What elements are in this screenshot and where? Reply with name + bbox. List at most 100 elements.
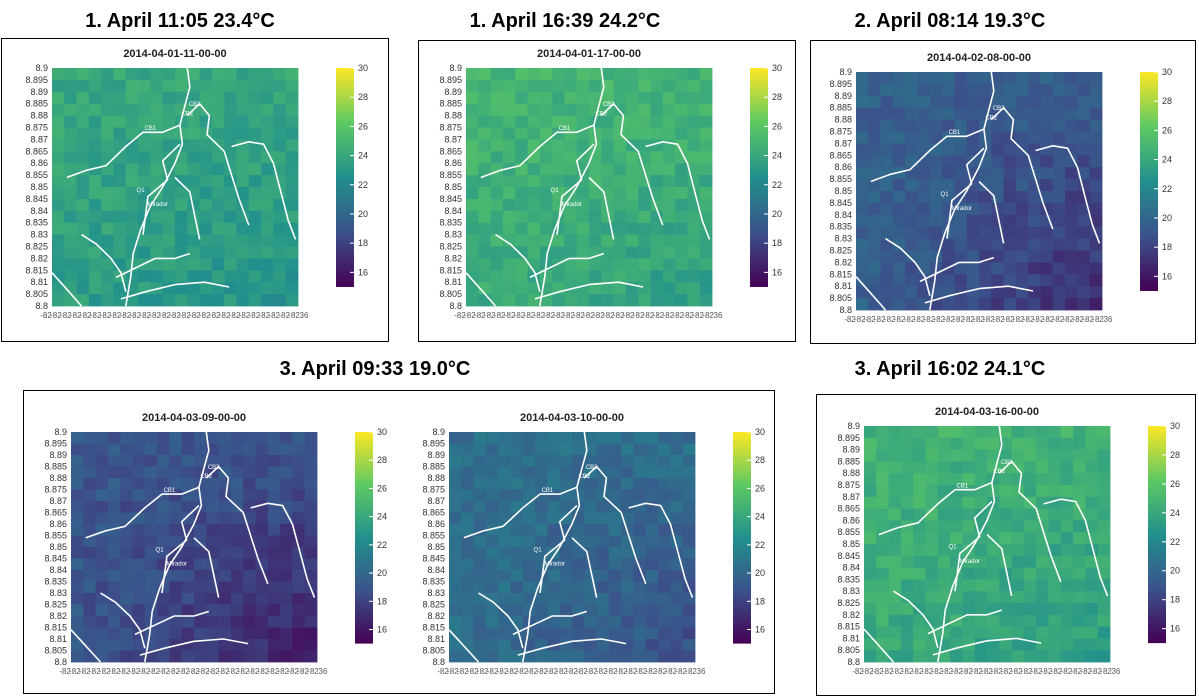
heatmap-cell bbox=[913, 650, 926, 663]
x-tick-label: -82 bbox=[524, 311, 536, 320]
heatmap-cell bbox=[670, 524, 684, 536]
x-tick-label: -82 bbox=[288, 311, 300, 320]
heatmap-cell bbox=[510, 604, 524, 617]
heatmap-cell bbox=[449, 443, 462, 456]
heatmap-cell bbox=[913, 426, 926, 439]
heatmap-cell bbox=[478, 282, 491, 295]
heatmap-cell bbox=[1003, 238, 1017, 251]
heatmap-cell bbox=[1015, 131, 1029, 144]
heatmap-cell bbox=[613, 258, 627, 271]
heatmap-cell bbox=[157, 432, 170, 444]
heatmap-cell bbox=[880, 262, 894, 275]
heatmap-cell bbox=[199, 222, 213, 235]
y-tick-label: 8.845 bbox=[44, 554, 67, 564]
heatmap-cell bbox=[304, 432, 318, 444]
river-line bbox=[478, 592, 524, 649]
y-tick-label: 8.89 bbox=[49, 450, 67, 460]
x-tick-label: -82 bbox=[673, 311, 685, 320]
heatmap-cell bbox=[650, 234, 664, 247]
heatmap-cell bbox=[682, 455, 696, 467]
heatmap-cell bbox=[64, 258, 77, 271]
heatmap-cell bbox=[572, 558, 585, 571]
heatmap-cell bbox=[900, 650, 914, 663]
heatmap-cell bbox=[954, 238, 968, 251]
heatmap-cell bbox=[1085, 473, 1099, 486]
x-tick-label: -82 bbox=[874, 315, 886, 324]
heatmap-cell bbox=[273, 151, 287, 164]
heatmap-cell bbox=[466, 79, 479, 93]
x-tick-label: -82 bbox=[477, 667, 489, 676]
y-tick-label: 8.835 bbox=[439, 218, 462, 228]
heatmap-cell bbox=[187, 79, 200, 93]
heatmap-cell bbox=[638, 294, 651, 307]
river-line bbox=[529, 252, 605, 279]
heatmap-cell bbox=[662, 127, 676, 140]
x-tick-label: -82 bbox=[1061, 667, 1073, 676]
heatmap-cell bbox=[880, 298, 894, 311]
heatmap-cell bbox=[1060, 603, 1074, 616]
heatmap-cell bbox=[243, 593, 256, 605]
heatmap-cell bbox=[1040, 238, 1054, 251]
heatmap-cell bbox=[101, 175, 114, 188]
heatmap-cell bbox=[1089, 298, 1103, 311]
heatmap-cell bbox=[900, 437, 914, 450]
colorbar-tick-label: 26 bbox=[377, 483, 387, 493]
heatmap-cell bbox=[564, 234, 578, 247]
heatmap-cell bbox=[658, 489, 671, 502]
heatmap-cell bbox=[52, 246, 65, 259]
heatmap-cell bbox=[547, 547, 561, 559]
x-tick-label: -82 bbox=[199, 311, 211, 320]
heatmap-cell bbox=[687, 294, 701, 307]
heatmap-cell bbox=[535, 639, 548, 651]
heatmap-cell bbox=[864, 544, 877, 557]
heatmap-cell bbox=[913, 449, 926, 462]
heatmap-cell bbox=[510, 489, 524, 502]
heatmap-cell bbox=[670, 443, 684, 456]
heatmap-cell bbox=[576, 198, 590, 212]
heatmap-cell bbox=[510, 547, 524, 559]
heatmap-cell bbox=[498, 627, 511, 640]
x-tick-label: -82 bbox=[218, 667, 230, 676]
heatmap-cell bbox=[974, 473, 988, 486]
heatmap-cell bbox=[461, 558, 474, 571]
heatmap-cell bbox=[699, 282, 713, 295]
heatmap-cell bbox=[64, 79, 77, 93]
heatmap-cell bbox=[675, 151, 688, 164]
heatmap-cell bbox=[601, 210, 614, 224]
heatmap-cell bbox=[522, 593, 536, 605]
heatmap-cell bbox=[991, 155, 1004, 168]
heatmap-cell bbox=[888, 508, 902, 521]
heatmap-cell bbox=[473, 604, 487, 617]
heatmap-cell bbox=[162, 234, 176, 247]
heatmap-cell bbox=[181, 466, 195, 479]
x-tick-label: -82 bbox=[437, 667, 449, 676]
heatmap-cell bbox=[601, 187, 614, 200]
heatmap-cell bbox=[199, 198, 213, 212]
heatmap-cell bbox=[101, 210, 114, 224]
y-tick-label: 8.875 bbox=[44, 485, 67, 495]
heatmap-cell bbox=[1065, 155, 1078, 168]
heatmap-cell bbox=[572, 604, 585, 617]
heatmap-cell bbox=[88, 234, 102, 247]
heatmap-cell bbox=[682, 466, 696, 479]
river-line bbox=[139, 638, 249, 656]
heatmap-cell bbox=[52, 91, 65, 105]
heatmap-cell bbox=[113, 222, 127, 235]
heatmap-cell bbox=[905, 131, 918, 144]
heatmap-cell bbox=[113, 210, 127, 224]
heatmap-cell bbox=[880, 286, 894, 299]
heatmap-cell bbox=[991, 131, 1004, 144]
heatmap-cell bbox=[1040, 119, 1054, 132]
x-tick-label: -82 bbox=[89, 667, 101, 676]
heatmap-cell bbox=[285, 258, 299, 271]
heatmap-cell bbox=[539, 68, 553, 81]
heatmap-cell bbox=[76, 210, 90, 224]
heatmap-cell bbox=[1077, 250, 1091, 263]
heatmap-cell bbox=[243, 581, 256, 594]
heatmap-cell bbox=[621, 466, 634, 479]
heatmap-cell bbox=[267, 593, 281, 605]
heatmap-cell bbox=[248, 187, 262, 200]
heatmap-cell bbox=[650, 127, 664, 140]
heatmap-cell bbox=[466, 270, 479, 283]
river-line bbox=[205, 465, 269, 585]
